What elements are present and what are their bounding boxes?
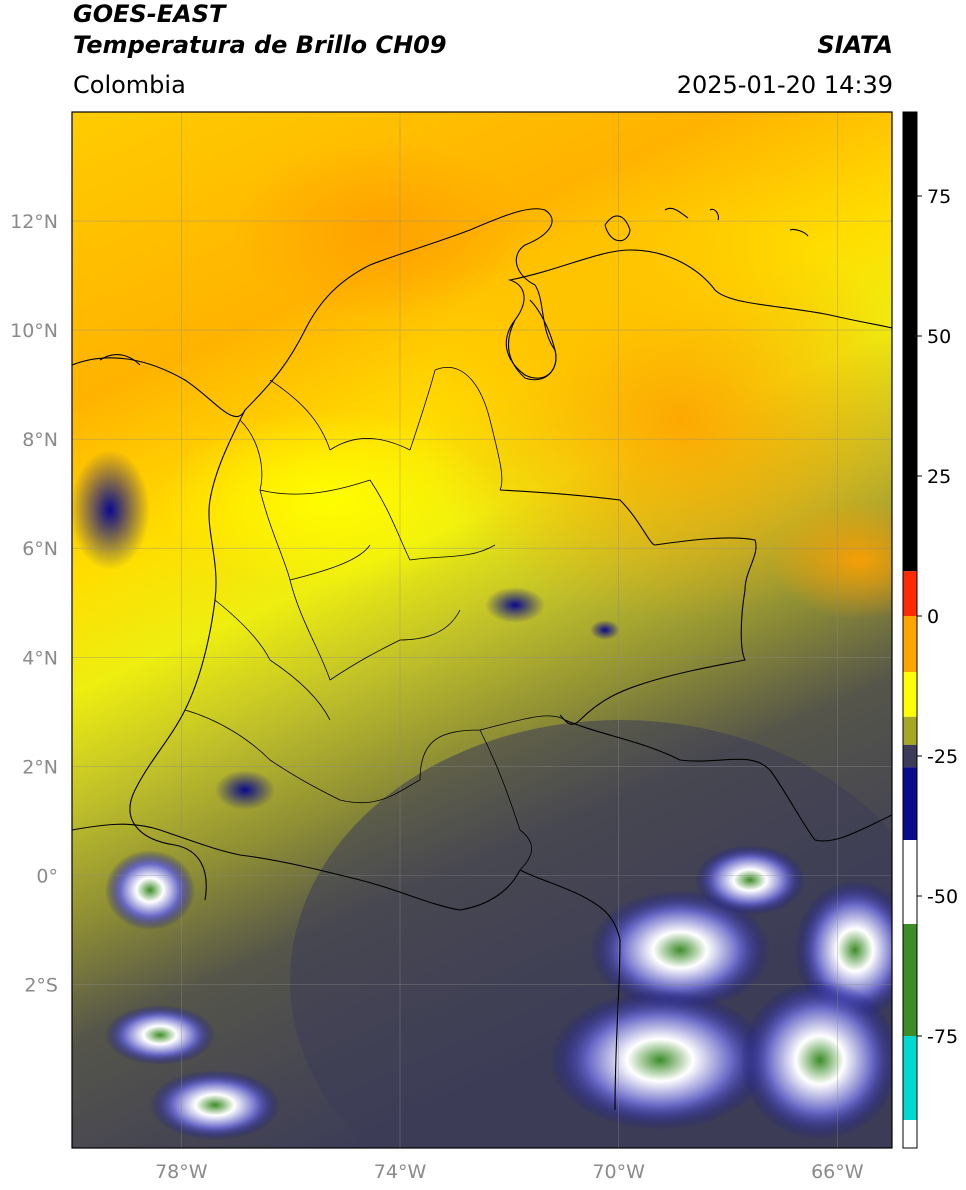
lat-tick-label: 4°N xyxy=(22,647,58,669)
colorbar-segment xyxy=(903,616,917,672)
coast-islands xyxy=(99,207,809,366)
colorbar-segment xyxy=(903,1120,917,1148)
border-ecuador xyxy=(72,823,521,911)
colorbar-tick-label: -75 xyxy=(927,1026,958,1048)
lon-tick-label: 74°W xyxy=(374,1161,427,1183)
colorbar-segments xyxy=(903,112,917,1148)
organization-label: SIATA xyxy=(817,31,893,59)
colorbar-ticks: 75 50 25 0 -25 -50 -75 xyxy=(917,186,958,1048)
colorbar-segment xyxy=(903,744,917,768)
colorbar-segment xyxy=(903,571,917,616)
product-title: Temperatura de Brillo CH09 xyxy=(73,31,447,59)
colorbar-segment xyxy=(903,112,917,572)
map-frame xyxy=(71,111,893,1149)
border-peru-brazil xyxy=(519,869,621,1111)
lon-tick-label: 78°W xyxy=(155,1161,208,1183)
colorbar-tick-label: -50 xyxy=(927,886,958,908)
imagery-layer xyxy=(72,112,892,1148)
colorbar-segment xyxy=(903,716,917,745)
borders-layer xyxy=(72,207,892,1111)
longitude-labels: 78°W 74°W 70°W 66°W xyxy=(155,1161,864,1183)
colorbar-segment xyxy=(903,767,917,840)
lat-tick-label: 10°N xyxy=(10,320,58,342)
lon-tick-label: 70°W xyxy=(592,1161,645,1183)
colorbar: 75 50 25 0 -25 -50 -75 xyxy=(902,111,958,1149)
colorbar-segment xyxy=(903,840,917,924)
gridlines xyxy=(72,112,892,1148)
border-venezuela xyxy=(499,489,757,725)
region-label: Colombia xyxy=(73,71,186,99)
border-brazil xyxy=(564,719,892,842)
lat-tick-label: 0° xyxy=(36,865,58,887)
colorbar-tick-label: 0 xyxy=(927,606,939,628)
satellite-title: GOES-EAST xyxy=(73,0,226,28)
colorbar-tick-label: 75 xyxy=(927,186,951,208)
lat-tick-label: 8°N xyxy=(22,429,58,451)
lon-tick-label: 66°W xyxy=(811,1161,864,1183)
lat-tick-label: 12°N xyxy=(10,211,58,233)
datetime-label: 2025-01-20 14:39 xyxy=(676,71,893,99)
latitude-labels: 12°N 10°N 8°N 6°N 4°N 2°N 0° 2°S xyxy=(10,211,58,996)
coastline-caribbean xyxy=(72,208,892,418)
border-lake-maracaibo xyxy=(507,299,557,381)
colorbar-frame xyxy=(902,111,918,1149)
colorbar-segment xyxy=(903,1036,917,1120)
colorbar-segment xyxy=(903,924,917,1036)
lat-tick-label: 2°N xyxy=(22,756,58,778)
colorbar-tick-label: 25 xyxy=(927,466,951,488)
colorbar-tick-label: 50 xyxy=(927,326,951,348)
coastline-pacific xyxy=(129,409,246,901)
lat-tick-label: 2°S xyxy=(24,974,58,996)
lat-tick-label: 6°N xyxy=(22,538,58,560)
dept-borders xyxy=(184,367,566,871)
colorbar-tick-label: -25 xyxy=(927,746,958,768)
colorbar-segment xyxy=(903,672,917,717)
